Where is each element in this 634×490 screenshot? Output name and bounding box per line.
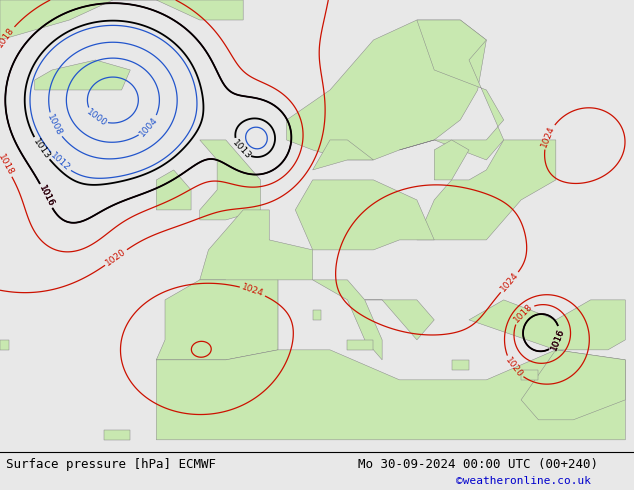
Polygon shape [417,140,556,240]
Text: 1004: 1004 [138,115,160,138]
Polygon shape [451,360,469,370]
Polygon shape [295,180,434,250]
Text: 1016: 1016 [550,327,566,351]
Polygon shape [35,60,130,90]
Polygon shape [313,280,382,360]
Text: 1012: 1012 [49,151,72,173]
Polygon shape [434,140,469,180]
Text: 1018: 1018 [0,153,15,177]
Polygon shape [287,20,486,160]
Text: ©weatheronline.co.uk: ©weatheronline.co.uk [456,476,592,486]
Polygon shape [0,340,9,350]
Polygon shape [157,210,313,360]
Text: 1020: 1020 [104,247,128,268]
Polygon shape [365,300,434,340]
Text: 1018: 1018 [0,25,16,49]
Text: 1016: 1016 [37,184,55,208]
Text: 1016: 1016 [37,184,55,208]
Polygon shape [521,370,538,380]
Text: Surface pressure [hPa] ECMWF: Surface pressure [hPa] ECMWF [6,458,216,471]
Text: 1018: 1018 [512,302,534,324]
Polygon shape [157,350,625,440]
Text: 1024: 1024 [499,271,521,294]
Text: Mo 30-09-2024 00:00 UTC (00+240): Mo 30-09-2024 00:00 UTC (00+240) [358,458,598,471]
Polygon shape [157,170,191,210]
Polygon shape [157,280,278,360]
Polygon shape [104,430,130,440]
Text: 1008: 1008 [46,113,64,137]
Polygon shape [313,140,373,170]
Text: 1020: 1020 [503,356,524,379]
Polygon shape [469,300,625,350]
Text: 1016: 1016 [550,327,566,351]
Polygon shape [521,350,625,420]
Text: 1024: 1024 [240,283,265,299]
Text: 1013: 1013 [230,138,253,161]
Text: 1013: 1013 [31,137,51,161]
Polygon shape [0,0,243,40]
Polygon shape [313,310,321,320]
Text: 1024: 1024 [540,124,557,149]
Text: 1000: 1000 [85,108,109,128]
Text: 1016: 1016 [550,327,566,351]
Polygon shape [200,140,261,220]
Polygon shape [399,20,504,160]
Text: 1016: 1016 [37,184,55,208]
Polygon shape [347,340,373,350]
